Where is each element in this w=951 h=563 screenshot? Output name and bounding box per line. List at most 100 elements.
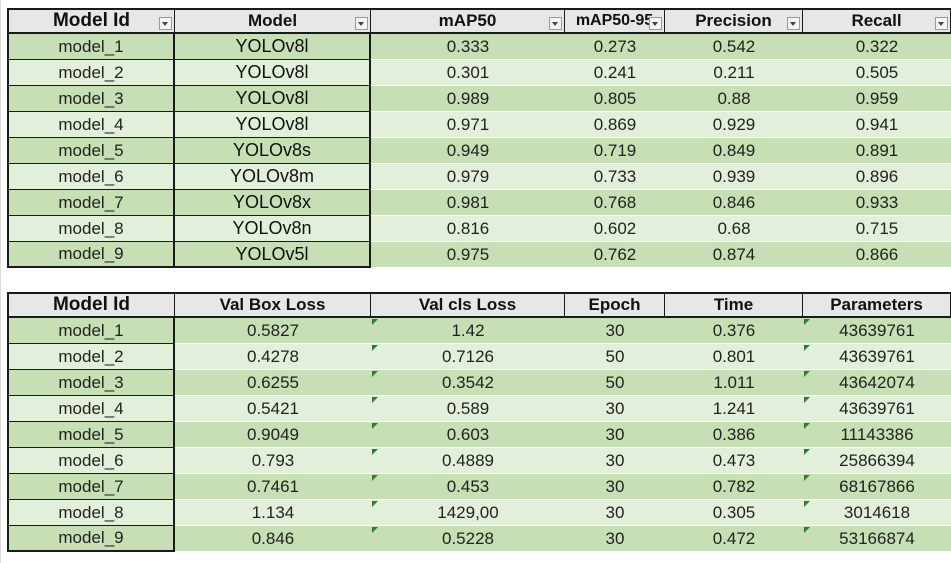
cell-model[interactable]: YOLOv5l [175,242,371,268]
cell-parameters[interactable]: 68167866 [803,474,951,500]
cell-time[interactable]: 1.011 [665,370,803,396]
cell-time[interactable]: 0.782 [665,474,803,500]
cell-model-id[interactable]: model_6 [7,164,175,190]
cell-model-id[interactable]: model_2 [7,344,175,370]
cell-parameters[interactable]: 43639761 [803,344,951,370]
filter-dropdown-icon[interactable] [159,17,172,30]
cell-model-id[interactable]: model_4 [7,396,175,422]
cell-epoch[interactable]: 30 [565,396,665,422]
cell-recall[interactable]: 0.941 [803,112,951,138]
cell-recall[interactable]: 0.891 [803,138,951,164]
cell-parameters[interactable]: 3014618 [803,500,951,526]
cell-val-cls-loss[interactable]: 0.453 [371,474,565,500]
cell-map50-95[interactable]: 0.719 [565,138,665,164]
cell-model-id[interactable]: model_8 [7,216,175,242]
cell-map50[interactable]: 0.981 [371,190,565,216]
header-map50[interactable]: mAP50 [371,8,565,34]
cell-time[interactable]: 1.241 [665,396,803,422]
filter-dropdown-icon[interactable] [649,17,662,30]
cell-precision[interactable]: 0.849 [665,138,803,164]
cell-epoch[interactable]: 30 [565,448,665,474]
cell-precision[interactable]: 0.88 [665,86,803,112]
cell-recall[interactable]: 0.896 [803,164,951,190]
header-model[interactable]: Model [175,8,371,34]
cell-time[interactable]: 0.305 [665,500,803,526]
cell-time[interactable]: 0.473 [665,448,803,474]
cell-parameters[interactable]: 25866394 [803,448,951,474]
cell-epoch[interactable]: 30 [565,318,665,344]
cell-precision[interactable]: 0.846 [665,190,803,216]
cell-map50[interactable]: 0.301 [371,60,565,86]
cell-val-cls-loss[interactable]: 0.589 [371,396,565,422]
cell-time[interactable]: 0.801 [665,344,803,370]
cell-model-id[interactable]: model_1 [7,34,175,60]
cell-precision[interactable]: 0.929 [665,112,803,138]
cell-map50-95[interactable]: 0.768 [565,190,665,216]
cell-model[interactable]: YOLOv8m [175,164,371,190]
cell-val-cls-loss[interactable]: 0.4889 [371,448,565,474]
cell-val-cls-loss[interactable]: 1.42 [371,318,565,344]
cell-epoch[interactable]: 30 [565,526,665,552]
cell-time[interactable]: 0.386 [665,422,803,448]
cell-model-id[interactable]: model_3 [7,86,175,112]
cell-epoch[interactable]: 50 [565,344,665,370]
cell-val-box-loss[interactable]: 0.793 [175,448,371,474]
header-model-id[interactable]: Model Id [7,292,175,318]
cell-val-box-loss[interactable]: 0.9049 [175,422,371,448]
cell-val-cls-loss[interactable]: 1429,00 [371,500,565,526]
cell-model-id[interactable]: model_2 [7,60,175,86]
cell-map50[interactable]: 0.979 [371,164,565,190]
cell-model-id[interactable]: model_4 [7,112,175,138]
cell-precision[interactable]: 0.68 [665,216,803,242]
cell-model-id[interactable]: model_5 [7,422,175,448]
header-val-cls-loss[interactable]: Val cls Loss [371,292,565,318]
cell-map50-95[interactable]: 0.602 [565,216,665,242]
cell-map50[interactable]: 0.949 [371,138,565,164]
cell-val-cls-loss[interactable]: 0.5228 [371,526,565,552]
cell-time[interactable]: 0.376 [665,318,803,344]
cell-val-box-loss[interactable]: 0.5827 [175,318,371,344]
cell-map50-95[interactable]: 0.733 [565,164,665,190]
cell-map50-95[interactable]: 0.805 [565,86,665,112]
cell-parameters[interactable]: 43642074 [803,370,951,396]
cell-model-id[interactable]: model_7 [7,474,175,500]
cell-parameters[interactable]: 43639761 [803,318,951,344]
cell-recall[interactable]: 0.866 [803,242,951,268]
header-parameters[interactable]: Parameters [803,292,951,318]
cell-model[interactable]: YOLOv8l [175,34,371,60]
cell-recall[interactable]: 0.959 [803,86,951,112]
cell-model-id[interactable]: model_1 [7,318,175,344]
cell-epoch[interactable]: 30 [565,500,665,526]
cell-map50[interactable]: 0.989 [371,86,565,112]
cell-epoch[interactable]: 50 [565,370,665,396]
header-model-id[interactable]: Model Id [7,8,175,34]
cell-model-id[interactable]: model_7 [7,190,175,216]
filter-dropdown-icon[interactable] [935,17,948,30]
cell-map50-95[interactable]: 0.869 [565,112,665,138]
cell-val-box-loss[interactable]: 0.4278 [175,344,371,370]
cell-epoch[interactable]: 30 [565,422,665,448]
cell-val-cls-loss[interactable]: 0.603 [371,422,565,448]
cell-precision[interactable]: 0.874 [665,242,803,268]
cell-model-id[interactable]: model_9 [7,526,175,552]
cell-precision[interactable]: 0.939 [665,164,803,190]
cell-val-box-loss[interactable]: 0.5421 [175,396,371,422]
cell-map50-95[interactable]: 0.241 [565,60,665,86]
cell-map50[interactable]: 0.971 [371,112,565,138]
filter-dropdown-icon[interactable] [549,17,562,30]
cell-model-id[interactable]: model_5 [7,138,175,164]
cell-parameters[interactable]: 43639761 [803,396,951,422]
cell-val-box-loss[interactable]: 1.134 [175,500,371,526]
header-map50-95[interactable]: mAP50-95 [565,8,665,34]
header-precision[interactable]: Precision [665,8,803,34]
cell-epoch[interactable]: 30 [565,474,665,500]
cell-map50-95[interactable]: 0.273 [565,34,665,60]
cell-model-id[interactable]: model_6 [7,448,175,474]
cell-model[interactable]: YOLOv8l [175,112,371,138]
cell-time[interactable]: 0.472 [665,526,803,552]
cell-val-box-loss[interactable]: 0.7461 [175,474,371,500]
cell-map50[interactable]: 0.816 [371,216,565,242]
cell-model-id[interactable]: model_3 [7,370,175,396]
header-epoch[interactable]: Epoch [565,292,665,318]
cell-recall[interactable]: 0.322 [803,34,951,60]
